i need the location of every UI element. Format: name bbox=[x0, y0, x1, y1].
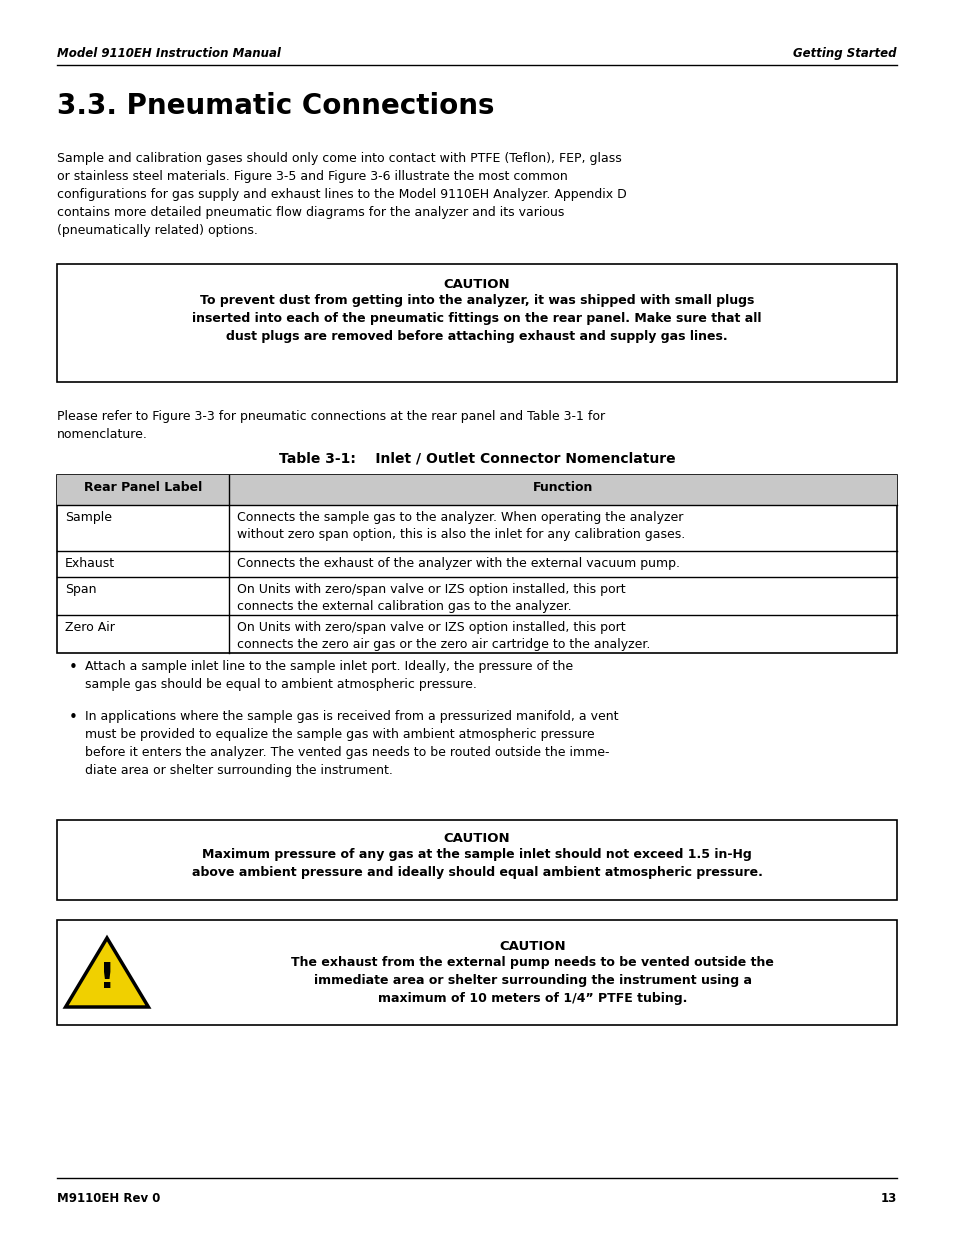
FancyBboxPatch shape bbox=[57, 820, 896, 900]
Text: On Units with zero/span valve or IZS option installed, this port
connects the ex: On Units with zero/span valve or IZS opt… bbox=[236, 583, 625, 613]
Text: Function: Function bbox=[533, 480, 593, 494]
Text: •: • bbox=[69, 710, 78, 725]
FancyBboxPatch shape bbox=[57, 264, 896, 382]
Text: In applications where the sample gas is received from a pressurized manifold, a : In applications where the sample gas is … bbox=[85, 710, 618, 777]
Text: Exhaust: Exhaust bbox=[65, 557, 115, 571]
Text: Connects the sample gas to the analyzer. When operating the analyzer
without zer: Connects the sample gas to the analyzer.… bbox=[236, 511, 684, 541]
Text: The exhaust from the external pump needs to be vented outside the
immediate area: The exhaust from the external pump needs… bbox=[291, 956, 773, 1005]
FancyBboxPatch shape bbox=[57, 475, 896, 653]
Polygon shape bbox=[66, 939, 149, 1007]
Text: Span: Span bbox=[65, 583, 96, 597]
FancyBboxPatch shape bbox=[57, 920, 896, 1025]
Text: CAUTION: CAUTION bbox=[498, 940, 565, 953]
Text: M9110EH Rev 0: M9110EH Rev 0 bbox=[57, 1192, 160, 1205]
Text: CAUTION: CAUTION bbox=[443, 832, 510, 845]
Text: Rear Panel Label: Rear Panel Label bbox=[84, 480, 202, 494]
Text: CAUTION: CAUTION bbox=[443, 278, 510, 291]
Text: On Units with zero/span valve or IZS option installed, this port
connects the ze: On Units with zero/span valve or IZS opt… bbox=[236, 621, 650, 651]
Text: Sample and calibration gases should only come into contact with PTFE (Teflon), F: Sample and calibration gases should only… bbox=[57, 152, 626, 237]
Text: To prevent dust from getting into the analyzer, it was shipped with small plugs
: To prevent dust from getting into the an… bbox=[193, 294, 760, 343]
Text: Please refer to Figure 3-3 for pneumatic connections at the rear panel and Table: Please refer to Figure 3-3 for pneumatic… bbox=[57, 410, 604, 441]
Text: Table 3-1:    Inlet / Outlet Connector Nomenclature: Table 3-1: Inlet / Outlet Connector Nome… bbox=[278, 452, 675, 466]
Text: !: ! bbox=[99, 961, 115, 994]
Text: Zero Air: Zero Air bbox=[65, 621, 114, 634]
Text: Attach a sample inlet line to the sample inlet port. Ideally, the pressure of th: Attach a sample inlet line to the sample… bbox=[85, 659, 573, 692]
Text: •: • bbox=[69, 659, 78, 676]
Text: Connects the exhaust of the analyzer with the external vacuum pump.: Connects the exhaust of the analyzer wit… bbox=[236, 557, 679, 571]
Text: Maximum pressure of any gas at the sample inlet should not exceed 1.5 in-Hg
abov: Maximum pressure of any gas at the sampl… bbox=[192, 848, 761, 879]
FancyBboxPatch shape bbox=[57, 475, 896, 505]
Text: 3.3. Pneumatic Connections: 3.3. Pneumatic Connections bbox=[57, 91, 494, 120]
Text: Sample: Sample bbox=[65, 511, 112, 524]
Text: Getting Started: Getting Started bbox=[793, 47, 896, 61]
Text: Model 9110EH Instruction Manual: Model 9110EH Instruction Manual bbox=[57, 47, 280, 61]
Text: 13: 13 bbox=[880, 1192, 896, 1205]
